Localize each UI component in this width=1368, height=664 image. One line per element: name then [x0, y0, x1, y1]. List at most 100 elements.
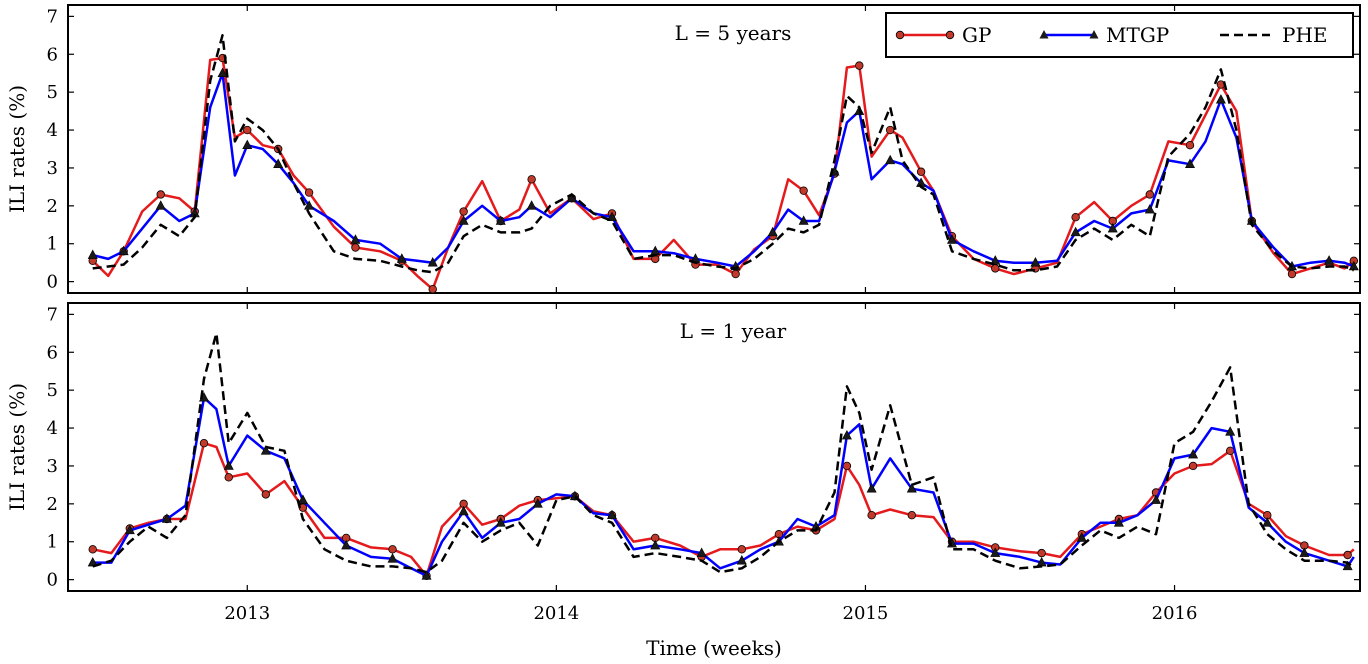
- data-point-gp: [1188, 461, 1198, 471]
- data-point-gp: [156, 190, 165, 199]
- data-point-mtgp: [885, 154, 896, 165]
- data-point-gp: [224, 473, 233, 482]
- y-tick-label: 2: [47, 494, 58, 515]
- data-point-mtgp: [1151, 494, 1161, 504]
- data-point-mtgp: [387, 553, 398, 563]
- data-point-mtgp: [1113, 517, 1124, 527]
- legend-label-gp: GP: [962, 23, 991, 47]
- data-point-mtgp: [1225, 426, 1236, 436]
- legend: GP MTGP PHE: [885, 12, 1354, 58]
- y-tick-label: 1: [47, 532, 58, 553]
- data-point-mtgp: [1262, 517, 1273, 527]
- y-tick-label: 3: [47, 158, 58, 179]
- data-point-mtgp: [1299, 547, 1310, 557]
- y-tick-label: 5: [47, 82, 58, 103]
- data-point-mtgp: [161, 513, 172, 523]
- data-point-gp: [1071, 213, 1080, 222]
- data-point-gp: [885, 125, 895, 135]
- legend-marker: [1039, 30, 1049, 39]
- data-point-mtgp: [736, 555, 747, 565]
- data-point-mtgp: [767, 226, 778, 237]
- data-point-mtgp: [696, 547, 707, 557]
- data-point-mtgp: [458, 505, 469, 516]
- data-point-mtgp: [260, 445, 271, 455]
- data-point-gp: [88, 545, 97, 554]
- top-panel: 0 1 2 3 4 5 6 7 ILI rates (%) L = 5 years: [5, 4, 1361, 294]
- y-tick-label: 7: [47, 304, 58, 325]
- data-point-mtgp: [650, 539, 661, 550]
- data-point-mtgp: [341, 539, 352, 550]
- data-point-mtgp: [1070, 226, 1081, 237]
- data-point-mtgp: [421, 570, 432, 580]
- legend-label-mtgp: MTGP: [1106, 23, 1169, 47]
- y-tick-label: 6: [47, 44, 58, 65]
- panel-label: L = 5 years: [675, 21, 792, 45]
- data-point-mtgp: [495, 215, 506, 225]
- series-line-phe: [92, 34, 1355, 274]
- data-point-mtgp: [118, 245, 129, 256]
- data-point-mtgp: [217, 67, 228, 78]
- data-point-mtgp: [1107, 222, 1118, 233]
- data-point-mtgp: [87, 249, 98, 259]
- y-tick-label: 2: [47, 196, 58, 217]
- data-point-gp: [1225, 446, 1235, 455]
- y-tick-label: 0: [47, 272, 58, 293]
- data-point-mtgp: [304, 200, 315, 210]
- data-point-mtgp: [866, 483, 877, 493]
- data-point-mtgp: [990, 255, 1001, 265]
- data-point-gp: [199, 439, 209, 448]
- data-point-mtgp: [1215, 94, 1226, 104]
- data-point-gp: [799, 186, 808, 195]
- y-tick-label: 6: [47, 342, 58, 363]
- data-point-gp: [388, 545, 397, 554]
- data-point-gp: [1343, 550, 1352, 560]
- data-point-mtgp: [1076, 532, 1087, 542]
- x-axis-label: Time (weeks): [646, 636, 782, 660]
- data-point-gp: [1145, 190, 1155, 199]
- data-point-gp: [527, 175, 536, 184]
- data-point-gp: [261, 490, 271, 499]
- data-point-mtgp: [1185, 158, 1195, 168]
- data-point-gp: [1037, 548, 1046, 558]
- y-tick-label: 3: [47, 456, 58, 477]
- data-point-gp: [459, 207, 468, 216]
- series-line-gp: [92, 441, 1355, 578]
- data-point-gp: [351, 243, 360, 252]
- legend-marker: [895, 30, 905, 40]
- bottom-panel: 0 1 2 3 4 5 6 7 2013 2014 2015 2016 ILI rates (%) L =…: [5, 302, 1361, 624]
- x-tick-label: 2015: [843, 603, 889, 624]
- data-point-mtgp: [607, 211, 617, 222]
- y-tick-label: 1: [47, 234, 58, 255]
- y-axis-label: ILI rates (%): [5, 383, 29, 511]
- panel-label: L = 1 year: [680, 319, 787, 343]
- y-tick-label: 7: [47, 6, 58, 27]
- data-point-mtgp: [350, 234, 361, 244]
- plot-frame: [67, 4, 1361, 294]
- data-point-mtgp: [242, 139, 253, 150]
- legend-box: [885, 12, 1354, 58]
- data-point-mtgp: [1188, 448, 1199, 459]
- series-line-mtgp: [92, 71, 1355, 268]
- data-point-mtgp: [607, 509, 617, 520]
- y-tick-label: 4: [47, 120, 58, 141]
- plot-frame: [67, 302, 1361, 592]
- data-point-gp: [737, 545, 747, 554]
- data-point-gp: [855, 61, 864, 70]
- x-tick-label: 2014: [533, 603, 579, 624]
- legend-marker: [1089, 30, 1099, 39]
- data-point-mtgp: [1030, 257, 1041, 267]
- x-tick-label: 2016: [1152, 603, 1198, 624]
- data-point-mtgp: [273, 158, 284, 168]
- data-point-mtgp: [297, 494, 308, 504]
- data-point-gp: [867, 511, 876, 520]
- data-point-mtgp: [427, 257, 438, 267]
- data-point-mtgp: [841, 429, 852, 440]
- data-point-mtgp: [798, 215, 809, 225]
- data-point-mtgp: [906, 483, 917, 493]
- data-point-mtgp: [495, 517, 506, 527]
- data-point-mtgp: [396, 253, 407, 263]
- data-point-mtgp: [990, 547, 1001, 557]
- data-point-gp: [243, 125, 252, 135]
- series-line-phe: [92, 332, 1355, 574]
